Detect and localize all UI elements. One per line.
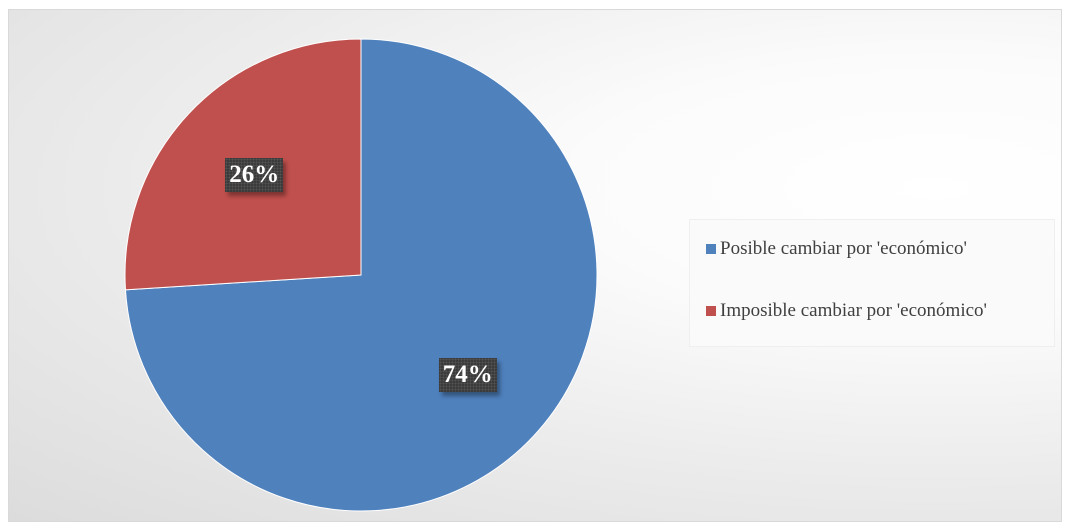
data-label-posible: 74% [439,358,497,392]
chart-area: 74% 26% Posible cambiar por 'económico' … [8,9,1062,522]
legend-label-posible: Posible cambiar por 'económico' [720,238,967,260]
legend: Posible cambiar por 'económico' Imposibl… [689,219,1055,347]
legend-item-imposible: Imposible cambiar por 'económico' [706,296,1054,326]
data-label-imposible: 26% [225,158,283,192]
legend-swatch-imposible [706,306,716,316]
legend-label-imposible: Imposible cambiar por 'económico' [720,300,987,322]
legend-item-posible: Posible cambiar por 'económico' [706,234,1054,264]
legend-swatch-posible [706,244,716,254]
